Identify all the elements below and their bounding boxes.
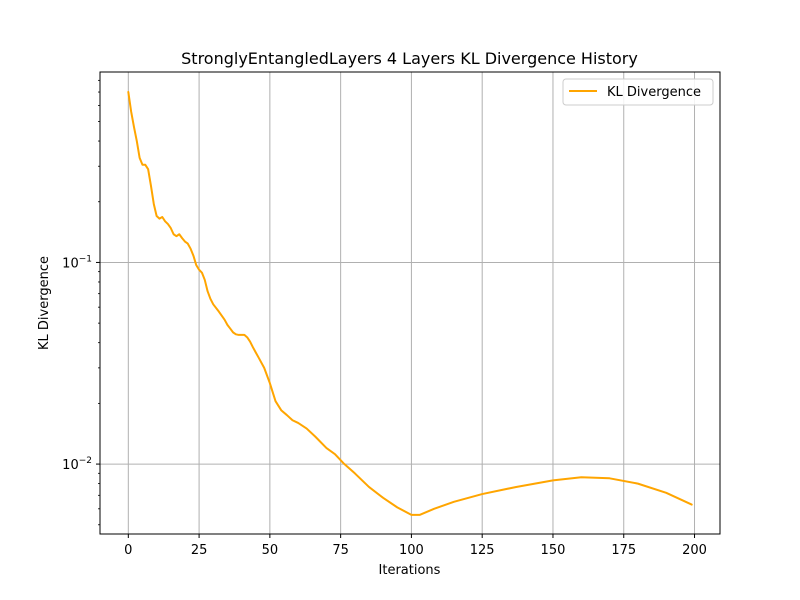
legend-label: KL Divergence	[607, 85, 701, 100]
plot-frame	[99, 71, 721, 535]
x-tick-label: 25	[191, 543, 208, 558]
x-tick-label: 0	[124, 543, 132, 558]
x-tick-label: 100	[399, 543, 424, 558]
x-axis-label: Iterations	[379, 563, 441, 578]
series-layer	[127, 91, 693, 516]
legend-box	[562, 78, 714, 106]
y-tick-label: 10−1	[62, 254, 92, 271]
x-tick-label: 125	[470, 543, 495, 558]
y-axis-label: KL Divergence	[37, 256, 52, 350]
x-tick-label: 200	[682, 543, 707, 558]
x-tick-label: 75	[332, 543, 349, 558]
series-line-kl-divergence	[127, 91, 693, 516]
x-tick-label: 175	[611, 543, 636, 558]
grid-lines	[100, 72, 720, 534]
y-axis: 10−2 10−1	[62, 79, 100, 526]
x-tick-label: 50	[262, 543, 279, 558]
x-tick-label: 150	[541, 543, 566, 558]
legend: KL Divergence	[562, 78, 714, 106]
y-tick-label: 10−2	[62, 456, 92, 473]
x-axis: 0 25 50 75 100 125 150 175 200	[124, 534, 707, 558]
chart-title: StronglyEntangledLayers 4 Layers KL Dive…	[181, 49, 638, 68]
